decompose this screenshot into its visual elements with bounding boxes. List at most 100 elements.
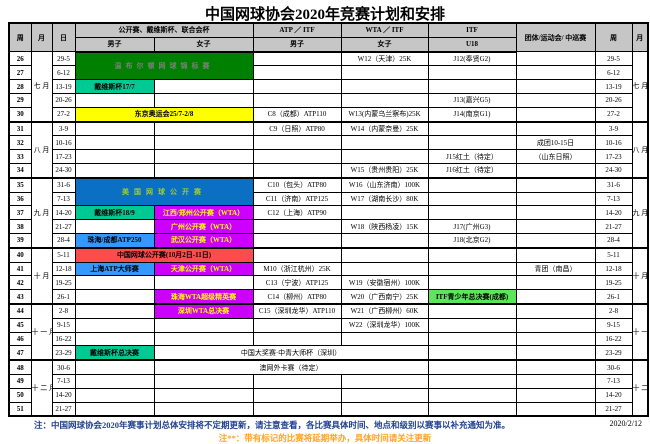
table-row: 33 17-23 J15红土（待定） （山东日照） 17-23 <box>8 149 648 164</box>
table-cell: 51 <box>8 401 32 417</box>
table-cell: 十 二 月 <box>30 359 53 417</box>
table-cell: 十 月 <box>631 246 649 305</box>
page-title: 中国网球协会2020年竞赛计划和安排 <box>204 7 445 23</box>
table-cell: 45 <box>8 317 32 333</box>
empty-cell <box>515 331 596 347</box>
empty-cell <box>515 401 596 417</box>
table-cell: 9-15 <box>594 317 633 333</box>
schedule-table: 周 月 日 公开赛、戴维斯杯、联合会杯 ATP ／ ITF WTA ／ ITF … <box>8 22 649 418</box>
empty-cell <box>252 135 342 151</box>
empty-cell <box>340 149 429 164</box>
table-cell: 32 <box>8 135 32 151</box>
table-cell: C15（深圳龙华）ATP110 <box>252 302 342 319</box>
table-cell: 30-6 <box>594 359 633 375</box>
schedule-page: 中国网球协会2020年竞赛计划和安排 周 月 日 公开赛、戴维斯杯、联合会杯 A… <box>8 7 649 444</box>
event-wuhan-open: 武汉公开赛（WTA） <box>153 232 254 249</box>
schedule-header: 周 月 日 公开赛、戴维斯杯、联合会杯 ATP ／ ITF WTA ／ ITF … <box>8 22 649 53</box>
table-cell: 青团（南昌） <box>515 261 596 277</box>
table-cell: 27 <box>8 65 32 81</box>
table-row: 38 21-27 广州公开赛（WTA） W18（陕西杨凌）15K J17(广州G3) 21… <box>8 219 648 234</box>
event-zhuhai-chengdu-atp250: 珠海/成都ATP250 <box>74 232 155 249</box>
table-cell: 14-20 <box>594 387 633 403</box>
table-cell: 31 <box>8 120 32 137</box>
empty-cell <box>74 317 155 333</box>
table-cell: 7-13 <box>594 191 633 207</box>
empty-cell <box>74 219 155 234</box>
empty-cell <box>153 149 254 164</box>
table-cell: 38 <box>8 219 32 234</box>
table-cell: 23-29 <box>51 345 76 361</box>
table-cell: 40 <box>8 246 32 263</box>
table-cell: 10-16 <box>594 135 633 151</box>
table-row: 51 21-27 21-27 <box>8 401 648 417</box>
empty-cell <box>340 232 429 249</box>
table-cell: 21-27 <box>51 219 76 234</box>
table-cell: 14-20 <box>594 205 633 221</box>
empty-cell <box>515 387 596 403</box>
empty-cell <box>340 261 429 277</box>
empty-cell <box>427 205 517 221</box>
empty-cell <box>74 92 155 108</box>
table-row: 28 13-19 戴维斯杯17/7 13-19 <box>8 79 648 94</box>
header-week: 周 <box>8 22 32 53</box>
empty-cell <box>252 149 342 164</box>
empty-cell <box>515 92 596 108</box>
event-itf-junior-finals: ITF青少年总决赛(成都) <box>427 289 517 305</box>
table-cell: 5-11 <box>594 246 633 263</box>
table-row: 37 14-20 戴维斯杯18/9 江西/郑州公开赛（WTA） C12（上海）ATP90… <box>8 205 648 221</box>
table-cell: W12（天津）25K <box>340 51 429 67</box>
table-cell: C10（包头）ATP80 <box>252 176 342 193</box>
table-cell: 36 <box>8 191 32 207</box>
event-davis-cup-finals: 戴维斯杯总决赛 <box>74 345 155 361</box>
empty-cell <box>74 373 155 389</box>
schedule-body: 26 七 月 29-5 温布尔顿网球锦标赛 W12（天津）25K J12(奉贤G2) 29-… <box>8 51 649 417</box>
empty-cell <box>153 120 254 137</box>
empty-cell <box>427 246 517 263</box>
table-cell: 21-27 <box>594 219 633 234</box>
empty-cell <box>74 359 155 375</box>
table-cell: C8（成都）ATP110 <box>252 106 342 123</box>
event-jiangxi-zhengzhou-open: 江西/郑州公开赛（WTA） <box>153 205 254 221</box>
empty-cell <box>252 79 342 94</box>
table-cell: 31-6 <box>594 176 633 193</box>
table-row: 35 九 月 31-6 美国网球公开赛 C10（包头）ATP80 W16（山东济南）100… <box>8 176 649 249</box>
header-atp-itf: ATP ／ ITF <box>252 22 342 38</box>
table-cell: 49 <box>8 373 32 389</box>
table-cell: 29-5 <box>594 51 633 67</box>
table-cell: 23-29 <box>594 345 633 361</box>
empty-cell <box>153 162 254 179</box>
header-wta-itf: WTA ／ ITF <box>340 22 429 38</box>
header-month-right: 月 <box>631 22 649 53</box>
table-row: 44十 一 月2-8深圳WTA总决赛C15（深圳龙华）ATP110W21（广西柳… <box>8 302 649 361</box>
table-cell: 17-23 <box>51 149 76 164</box>
empty-cell <box>427 345 517 361</box>
table-row: 43 26-1 珠海WTA超级精英赛 C14（柳州）ATP80 W20（广西南宁）25K… <box>8 289 648 305</box>
table-cell: 19-25 <box>594 275 633 291</box>
table-cell: 26-1 <box>51 289 76 305</box>
empty-cell <box>153 92 254 108</box>
table-cell: W19（安徽宿州）100K <box>340 275 429 291</box>
empty-cell <box>515 246 596 263</box>
table-row: 50 14-20 14-20 <box>8 387 648 403</box>
empty-cell <box>252 162 342 179</box>
table-cell: 17-23 <box>594 149 633 164</box>
table-row: 29 20-26 J13(嘉兴G5) 20-26 <box>8 92 648 108</box>
empty-cell <box>515 120 596 137</box>
header-men: 男子 <box>74 36 155 53</box>
empty-cell <box>252 65 342 81</box>
note-update: 注：中国网球协会2020年赛事计划总体安排将不定期更新，请注意查看，各比赛具体时… <box>34 420 511 431</box>
empty-cell <box>427 302 517 319</box>
table-cell: 九 月 <box>30 176 53 249</box>
table-cell: 33 <box>8 149 32 164</box>
table-cell: W14（内蒙奈曼）25K <box>340 120 429 137</box>
table-cell: C11（济南）ATP125 <box>252 191 342 207</box>
table-cell: 19-25 <box>51 275 76 291</box>
table-cell: 九 月 <box>631 176 649 249</box>
header-day: 日 <box>51 22 76 53</box>
empty-cell <box>515 373 596 389</box>
empty-cell <box>515 289 596 305</box>
empty-cell <box>515 345 596 361</box>
table-cell: J18(北京G2) <box>427 232 517 249</box>
table-cell: W13(内蒙乌兰察布)25K <box>340 106 429 123</box>
table-cell: 12-18 <box>51 261 76 277</box>
